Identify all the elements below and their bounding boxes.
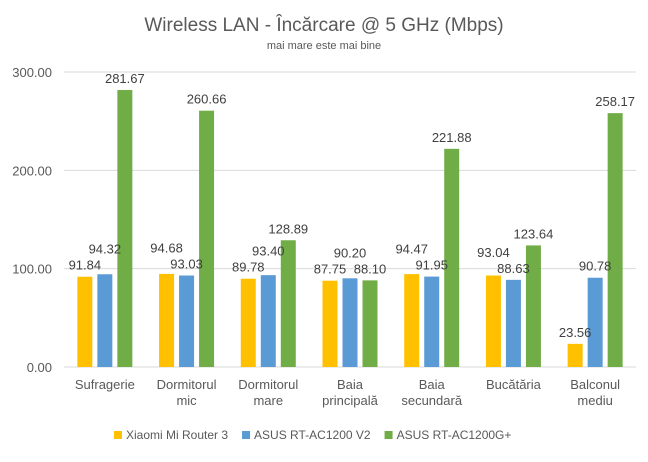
data-label: 88.63 [497, 261, 530, 276]
data-label: 90.20 [334, 246, 367, 261]
x-tick-label: mediu [577, 393, 612, 408]
x-tick-label: secundară [401, 393, 462, 408]
data-label: 94.68 [150, 241, 183, 256]
data-label: 258.17 [595, 94, 635, 109]
data-label: 90.78 [579, 259, 612, 274]
x-tick-label: mare [253, 393, 283, 408]
bar [505, 279, 521, 367]
data-label: 93.40 [252, 244, 285, 259]
data-label: 123.64 [514, 226, 554, 241]
legend-swatch [114, 431, 122, 439]
bar [424, 276, 440, 367]
x-tick-label: Baia [337, 377, 364, 392]
y-tick-label: 200.00 [12, 163, 52, 178]
x-tick-label: Baia [419, 377, 446, 392]
data-label: 94.32 [89, 242, 122, 257]
bar [260, 275, 276, 367]
data-label: 23.56 [559, 325, 592, 340]
bar [444, 148, 460, 367]
bar [97, 274, 113, 367]
legend-swatch [384, 431, 393, 439]
bar [525, 245, 541, 367]
x-tick-label: Dormitorul [157, 377, 217, 392]
legend-swatch [242, 431, 251, 439]
bar [607, 113, 623, 367]
data-label: 91.95 [415, 258, 448, 273]
bar [117, 90, 133, 367]
bar [77, 276, 93, 367]
y-tick-label: 300.00 [12, 65, 52, 80]
bar [587, 277, 603, 367]
x-tick-label: Sufragerie [75, 377, 135, 392]
chart-title: Wireless LAN - Încărcare @ 5 GHz (Mbps) [144, 14, 503, 36]
data-label: 93.04 [477, 245, 510, 260]
data-label: 93.03 [170, 257, 203, 272]
data-label: 87.75 [314, 262, 347, 277]
data-label: 91.84 [69, 258, 102, 273]
x-tick-label: Dormitorul [238, 377, 298, 392]
data-label: 221.88 [432, 130, 472, 145]
legend-label: ASUS RT-AC1200G+ [397, 428, 512, 442]
legend-label: ASUS RT-AC1200 V2 [254, 428, 371, 442]
x-tick-label: mic [176, 393, 197, 408]
x-tick-label: principală [322, 393, 378, 408]
bar [404, 274, 420, 367]
chart-subtitle: mai mare este mai bine [267, 40, 381, 52]
data-label: 88.10 [354, 261, 387, 276]
data-label: 128.89 [268, 221, 308, 236]
bar [485, 275, 501, 367]
data-label: 260.66 [187, 92, 227, 107]
bar [567, 343, 583, 367]
bar [199, 110, 215, 368]
bar [280, 240, 296, 367]
x-tick-label: Balconul [570, 377, 620, 392]
legend-label: Xiaomi Mi Router 3 [126, 428, 228, 442]
x-tick-label: Bucătăria [486, 377, 542, 392]
bar [342, 278, 358, 367]
data-label: 281.67 [105, 71, 145, 86]
bar [240, 278, 256, 367]
data-label: 94.47 [395, 242, 428, 257]
bar [179, 275, 195, 367]
y-tick-label: 0.00 [27, 360, 52, 375]
bar [322, 280, 338, 367]
bar [362, 280, 378, 367]
y-tick-label: 100.00 [12, 262, 52, 277]
bar [159, 273, 175, 367]
data-label: 89.78 [232, 260, 265, 275]
